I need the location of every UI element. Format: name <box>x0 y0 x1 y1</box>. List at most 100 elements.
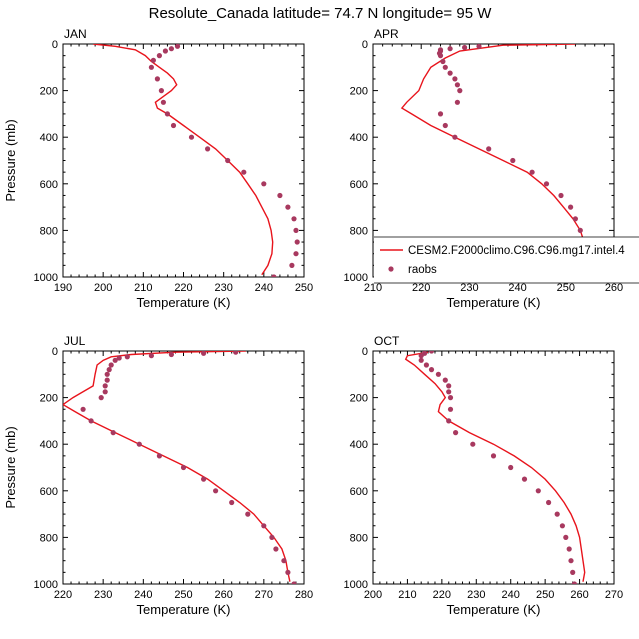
raobs-point <box>428 351 435 354</box>
panel-label: JUL <box>64 334 86 348</box>
raobs-point <box>447 70 453 76</box>
y-tick-label: 0 <box>362 346 368 358</box>
y-tick-label: 1000 <box>34 579 58 591</box>
raobs-point <box>293 251 299 257</box>
panel-label: JAN <box>64 27 87 41</box>
x-tick-label: 230 <box>467 589 485 601</box>
raobs-point <box>486 146 492 152</box>
raobs-point <box>442 64 448 70</box>
raobs-point <box>112 357 118 363</box>
raobs-point <box>124 354 130 360</box>
raobs-point <box>452 134 458 140</box>
y-tick-label: 600 <box>350 179 368 191</box>
raobs-point <box>271 274 277 277</box>
raobs-point <box>508 464 514 471</box>
y-tick-label: 200 <box>40 86 58 98</box>
raobs-point <box>205 146 211 152</box>
model-line-jul <box>63 351 291 582</box>
raobs-point <box>440 58 446 65</box>
raobs-point <box>572 216 579 222</box>
raobs-point <box>201 476 207 482</box>
y-tick-label: 800 <box>40 532 58 544</box>
raobs-point <box>435 371 441 377</box>
raobs-point <box>168 46 174 52</box>
y-tick-label: 0 <box>52 346 58 358</box>
y-tick-label: 600 <box>350 486 368 498</box>
raobs-point <box>88 418 94 424</box>
x-tick-label: 280 <box>295 589 313 601</box>
raobs-point <box>261 523 267 529</box>
y-axis-title: Pressure (mb) <box>3 426 18 508</box>
y-tick-label: 200 <box>350 86 368 98</box>
raobs-point <box>245 511 251 517</box>
x-axis-title: Temperature (K) <box>137 295 231 310</box>
raobs-point <box>543 181 550 187</box>
raobs-point <box>188 134 195 140</box>
raobs-point <box>180 464 187 471</box>
y-tick-label: 1000 <box>344 579 368 591</box>
x-tick-label: 240 <box>508 282 526 294</box>
x-tick-label: 220 <box>412 282 430 294</box>
raobs-point <box>136 441 142 447</box>
raobs-point <box>559 523 566 529</box>
raobs-point <box>281 558 287 564</box>
raobs-point <box>150 57 156 63</box>
x-tick-label: 230 <box>94 589 112 601</box>
model-line-jan <box>93 44 274 276</box>
x-tick-label: 270 <box>605 589 623 601</box>
raobs-point <box>418 353 424 359</box>
legend-obs-label: raobs <box>408 264 437 276</box>
y-tick-label: 0 <box>362 39 368 51</box>
raobs-point <box>490 453 497 459</box>
raobs-point <box>563 534 569 541</box>
raobs-point <box>289 262 295 268</box>
raobs-point <box>428 367 435 373</box>
y-tick-label: 200 <box>40 393 58 405</box>
raobs-point <box>294 239 300 245</box>
x-tick-label: 250 <box>174 589 192 601</box>
raobs-point <box>162 48 168 54</box>
raobs-point <box>229 499 235 506</box>
raobs-point <box>201 351 207 356</box>
raobs-point <box>423 362 429 368</box>
legend: CESM2.F2000climo.C96.C96.mg17.intel.4 rao… <box>374 236 639 284</box>
x-tick-label: 190 <box>54 282 72 294</box>
raobs-point <box>437 53 444 59</box>
y-tick-label: 800 <box>350 225 368 237</box>
raobs-point <box>261 181 267 187</box>
raobs-point <box>568 558 574 564</box>
raobs-point <box>454 99 460 105</box>
y-tick-label: 400 <box>40 132 58 144</box>
raobs-point <box>453 430 459 436</box>
raobs-point <box>566 546 572 552</box>
figure-title: Resolute_Canada latitude= 74.7 N longitu… <box>149 5 493 22</box>
x-tick-label: 240 <box>134 589 152 601</box>
raobs-point <box>476 44 482 49</box>
raobs-point <box>170 122 177 129</box>
x-axis-title: Temperature (K) <box>447 295 541 310</box>
x-tick-label: 240 <box>255 282 273 294</box>
y-tick-label: 800 <box>350 532 368 544</box>
raobs-point <box>174 44 181 49</box>
x-tick-label: 200 <box>364 589 382 601</box>
y-tick-label: 600 <box>40 486 58 498</box>
panel-apr: 210 220 230 240 250 260 0 200 400 600 800 1000 APR Te… <box>344 27 639 310</box>
raobs-point <box>442 122 448 129</box>
x-tick-label: 220 <box>54 589 72 601</box>
raobs-point <box>110 430 116 436</box>
raobs-point <box>269 534 275 541</box>
raobs-point <box>462 44 468 51</box>
x-tick-label: 200 <box>94 282 112 294</box>
model-line-oct <box>404 351 586 582</box>
raobs-point <box>568 204 574 210</box>
y-tick-label: 400 <box>40 439 58 451</box>
panel-label: OCT <box>374 334 400 348</box>
raobs-point <box>418 357 424 363</box>
raobs-point <box>148 64 154 70</box>
raobs-point <box>102 389 108 395</box>
x-tick-label: 250 <box>295 282 313 294</box>
y-tick-label: 400 <box>350 439 368 451</box>
raobs-point <box>446 418 452 424</box>
raobs-point <box>241 169 247 175</box>
plot-frame <box>62 43 305 278</box>
